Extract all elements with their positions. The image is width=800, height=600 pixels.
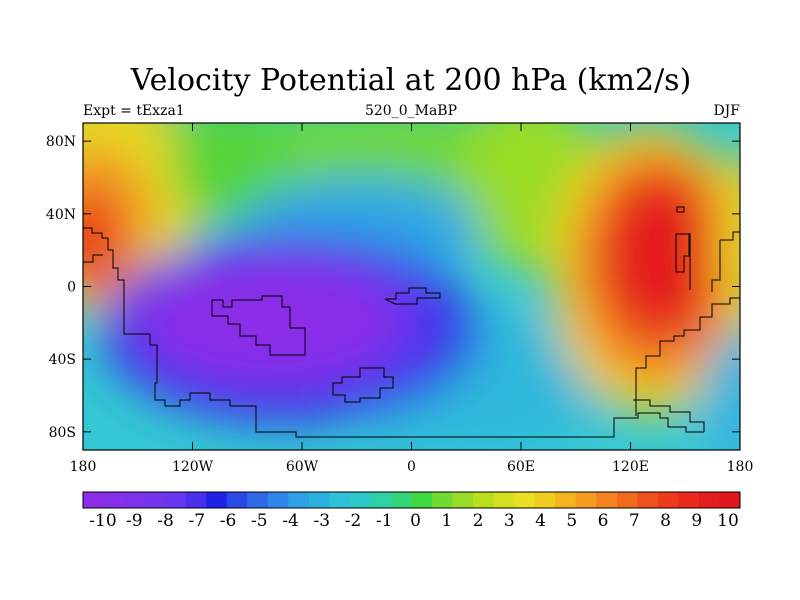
colorbar-swatch xyxy=(329,492,351,508)
colorbar-label: 6 xyxy=(598,511,609,531)
x-tick-label: 0 xyxy=(407,459,416,475)
colorbar-label: -6 xyxy=(220,511,237,531)
colorbar-label: 3 xyxy=(504,511,515,531)
colorbar-label: 4 xyxy=(535,511,546,531)
colorbar-swatch xyxy=(308,492,330,508)
colorbar-swatch xyxy=(678,492,700,508)
colorbar-label: -9 xyxy=(126,511,143,531)
colorbar-label: 8 xyxy=(660,511,671,531)
velocity-potential-field xyxy=(83,123,740,450)
colorbar-label: -10 xyxy=(89,511,116,531)
colorbar-swatch xyxy=(124,492,145,508)
colorbar-label: -7 xyxy=(188,511,205,531)
colorbar-swatch xyxy=(616,492,638,508)
y-tick-label: 40N xyxy=(46,207,76,223)
colorbar-swatch xyxy=(83,492,104,508)
colorbar-frame xyxy=(82,491,741,509)
colorbar-label: 2 xyxy=(473,511,484,531)
x-axis: 180 120W 60W 0 60E 120E 180 xyxy=(70,123,754,475)
colorbar-swatch xyxy=(555,492,577,508)
colorbar-swatch xyxy=(411,492,433,508)
colorbar-swatch xyxy=(452,492,474,508)
colorbar-swatch xyxy=(267,492,289,508)
colorbar-label: -3 xyxy=(313,511,330,531)
colorbar-swatch xyxy=(534,492,556,508)
colorbar-swatch xyxy=(390,492,412,508)
colorbar-label: -4 xyxy=(282,511,299,531)
colorbar: -10 -9 -8 -7 -6 -5 -4 -3 -2 -1 0 1 2 3 4 5 6 7 8 9 10 xyxy=(82,491,741,531)
colorbar-swatch xyxy=(493,492,515,508)
colorbar-label: -1 xyxy=(376,511,393,531)
colorbar-label: -5 xyxy=(251,511,268,531)
colorbar-swatch xyxy=(575,492,597,508)
y-tick-label: 80S xyxy=(49,425,76,441)
colorbar-swatch xyxy=(226,492,248,508)
y-axis: 80N 40N 0 40S 80S xyxy=(46,134,740,441)
colorbar-swatch xyxy=(144,492,166,508)
y-tick-label: 0 xyxy=(67,280,76,296)
season-label: DJF xyxy=(713,103,740,119)
colorbar-swatch xyxy=(473,492,495,508)
colorbar-swatch xyxy=(657,492,679,508)
colorbar-label: 9 xyxy=(691,511,702,531)
colorbar-swatch xyxy=(432,492,453,508)
colorbar-swatch xyxy=(637,492,659,508)
colorbar-swatch xyxy=(719,492,741,508)
x-tick-label: 60E xyxy=(507,459,535,475)
colorbar-label: 0 xyxy=(410,511,421,531)
x-tick-label: 120E xyxy=(612,459,649,475)
y-tick-label: 40S xyxy=(49,352,76,368)
colorbar-label: -8 xyxy=(157,511,174,531)
colorbar-label: 5 xyxy=(566,511,577,531)
colorbar-label: 10 xyxy=(717,511,739,531)
colorbar-label: 1 xyxy=(441,511,452,531)
x-tick-label: 180 xyxy=(727,459,754,475)
colorbar-swatch xyxy=(206,492,228,508)
x-tick-label: 60W xyxy=(286,459,319,475)
experiment-label: Expt = tExza1 xyxy=(83,103,185,119)
colorbar-swatch xyxy=(349,492,371,508)
colorbar-swatch xyxy=(247,492,269,508)
coastlines xyxy=(83,206,740,438)
colorbar-swatch xyxy=(698,492,720,508)
chart-title: Velocity Potential at 200 hPa (km2/s) xyxy=(130,63,692,98)
colorbar-swatch xyxy=(165,492,187,508)
colorbar-label: 7 xyxy=(629,511,640,531)
colorbar-swatch xyxy=(370,492,392,508)
time-label: 520_0_MaBP xyxy=(365,103,457,119)
colorbar-swatch xyxy=(288,492,310,508)
x-tick-label: 180 xyxy=(70,459,97,475)
y-tick-label: 80N xyxy=(46,134,76,150)
colorbar-swatch xyxy=(596,492,618,508)
colorbar-swatch xyxy=(103,492,125,508)
x-tick-label: 120W xyxy=(172,459,214,475)
colorbar-swatch xyxy=(185,492,207,508)
colorbar-swatch xyxy=(514,492,536,508)
colorbar-label: -2 xyxy=(345,511,362,531)
